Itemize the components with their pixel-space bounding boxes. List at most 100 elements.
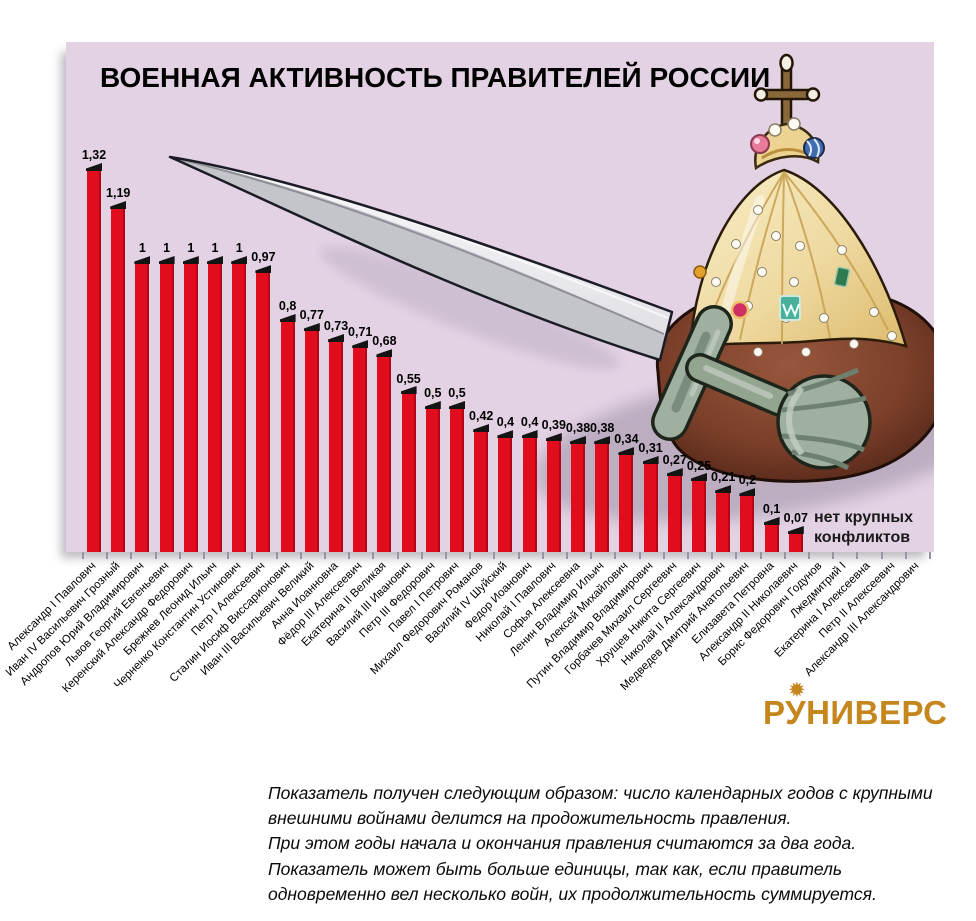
bar-value-label: 0,5 — [448, 386, 466, 400]
bar-value-label: 1 — [235, 241, 243, 255]
chart-panel: ВОЕННАЯ АКТИВНОСТЬ ПРАВИТЕЛЕЙ РОССИИ — [66, 42, 934, 552]
bar-value-label: 0,39 — [541, 417, 566, 432]
bar — [232, 262, 247, 552]
bar-value-label: 0,5 — [424, 386, 442, 400]
bar-value-label: 0,07 — [783, 510, 808, 525]
bar — [667, 474, 682, 552]
bar — [546, 439, 561, 552]
bar-value-label: 1 — [163, 241, 171, 255]
axis-tick — [372, 552, 375, 559]
axis-tick — [323, 552, 326, 559]
axis-tick — [686, 552, 689, 559]
bar-value-label: 1 — [187, 241, 195, 255]
bar-value-label: 0,42 — [469, 409, 494, 424]
bar — [329, 340, 343, 552]
axis-tick — [130, 552, 133, 559]
axis-tick — [614, 552, 617, 559]
bar-value-label: 0,2 — [738, 473, 757, 487]
bar — [571, 442, 585, 552]
star-icon: ✹ — [788, 679, 806, 702]
bar — [450, 407, 464, 552]
axis-tick — [202, 552, 205, 559]
bar-value-label: 0,21 — [711, 470, 736, 485]
runivers-logo: ✹ РУНИВЕРС — [763, 679, 948, 732]
bar — [377, 355, 392, 552]
axis-tick — [275, 552, 278, 559]
bar-value-label: 1,19 — [106, 185, 131, 200]
axis-tick — [590, 552, 593, 559]
axis-tick — [880, 552, 883, 559]
plot-area: 1,32 1,19 1 1 1 1 1 0,97 0,8 0,77 0,73 0,71 0,68 0,55… — [66, 42, 934, 552]
bar — [183, 262, 198, 552]
bar — [595, 442, 610, 552]
bar — [788, 532, 803, 552]
axis-tick — [517, 552, 520, 559]
bar — [401, 392, 416, 552]
axis-tick — [541, 552, 544, 559]
bar — [256, 271, 271, 552]
bar-value-label: 0,77 — [299, 307, 324, 322]
bar — [692, 479, 706, 552]
bar — [87, 169, 101, 552]
axis-tick — [154, 552, 157, 559]
bar-value-label: 1 — [211, 241, 219, 255]
axis-tick — [444, 552, 447, 559]
axis-tick — [928, 552, 931, 559]
axis-tick — [299, 552, 302, 559]
bar — [280, 320, 295, 552]
bar-value-label: 0,73 — [323, 319, 349, 334]
bar-value-label: 0,4 — [496, 415, 515, 429]
axis-tick — [81, 552, 84, 559]
axis-tick — [807, 552, 810, 559]
axis-tick — [420, 552, 423, 559]
no-conflicts-note: нет крупных конфликтов — [814, 509, 913, 546]
bar — [643, 462, 658, 552]
footnote-text: Показатель получен следующим образом: чи… — [268, 783, 933, 904]
axis-tick — [106, 552, 109, 559]
bar-value-label: 0,34 — [614, 432, 639, 447]
bar-value-label: 1,32 — [81, 148, 107, 163]
axis-tick — [178, 552, 181, 559]
bar-value-label: 0,4 — [520, 415, 539, 429]
bar-value-label: 1 — [138, 241, 146, 255]
axis-tick — [565, 552, 568, 559]
bar-value-label: 0,8 — [278, 299, 297, 313]
logo-text: РУНИВЕРС — [763, 694, 948, 731]
bar — [498, 436, 513, 552]
axis-tick — [735, 552, 738, 559]
bar — [522, 436, 537, 552]
axis-tick — [856, 552, 859, 559]
bar — [425, 407, 440, 552]
bar-value-label: 0,55 — [396, 371, 421, 386]
axis-tick — [469, 552, 472, 559]
bar-value-label: 0,25 — [686, 458, 712, 473]
bar-value-label: 0,68 — [372, 333, 397, 348]
bar-value-label: 0,97 — [251, 249, 276, 264]
axis-tick — [711, 552, 714, 559]
axis-tick — [759, 552, 762, 559]
axis-tick — [904, 552, 907, 559]
bar-value-label: 0,38 — [565, 420, 591, 435]
bar — [353, 346, 368, 552]
bar — [619, 453, 634, 552]
bar-value-label: 0,71 — [348, 325, 373, 340]
bar-value-label: 0,27 — [662, 452, 687, 467]
bar — [304, 329, 319, 552]
bar — [716, 491, 731, 552]
axis-tick — [638, 552, 641, 559]
axis-tick — [662, 552, 665, 559]
axis-tick — [396, 552, 399, 559]
axis-tick — [783, 552, 786, 559]
axis-tick — [251, 552, 254, 559]
bar — [764, 523, 779, 552]
bar-value-label: 0,38 — [590, 420, 615, 435]
bar-value-label: 0,1 — [762, 502, 781, 516]
bar-value-label: 0,31 — [638, 441, 663, 456]
bar — [208, 262, 222, 552]
bar — [135, 262, 150, 552]
bar — [111, 207, 126, 552]
bar — [159, 262, 174, 552]
axis-tick — [493, 552, 496, 559]
axis-tick — [832, 552, 835, 559]
